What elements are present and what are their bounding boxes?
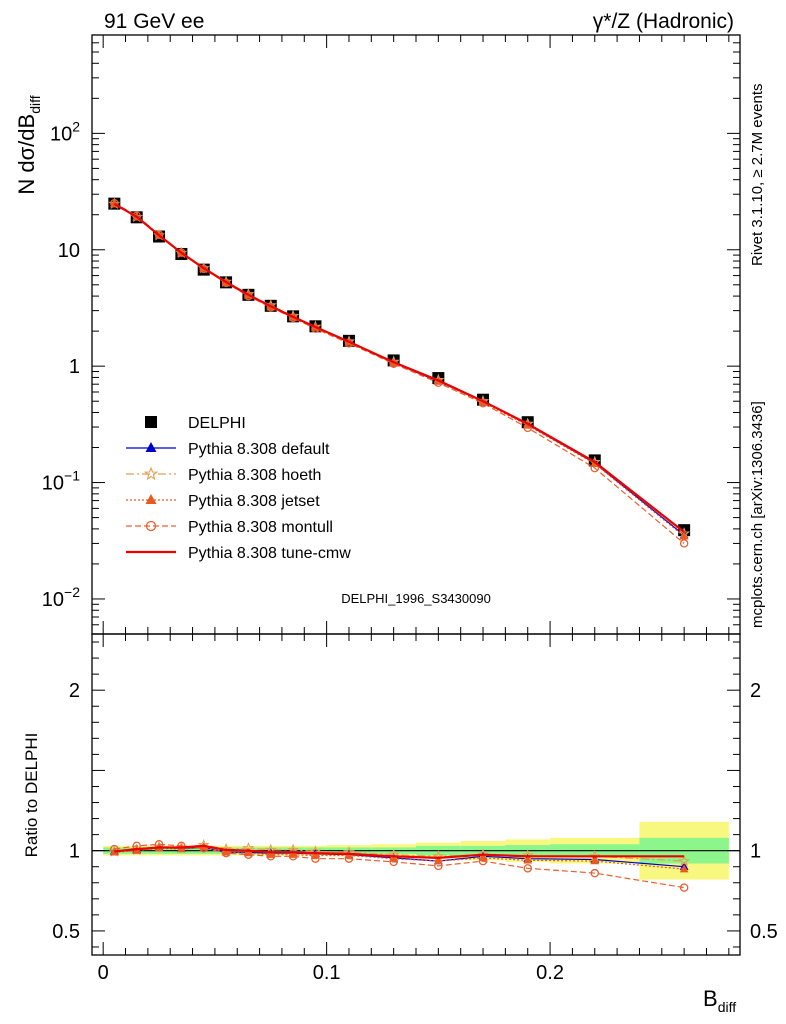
data-point [177, 248, 186, 257]
ratio-y-tick-label-right: 1 [750, 841, 761, 863]
ratio-data-point [523, 855, 533, 864]
legend-entry: Pythia 8.308 montull [126, 519, 333, 536]
data-point [221, 278, 231, 288]
ratio-y-tick-label-right: 0.5 [750, 921, 778, 943]
ratio-data-point [177, 841, 186, 851]
legend-label: Pythia 8.308 jetset [188, 493, 320, 510]
series-1 [109, 199, 689, 539]
ratio-data-point [590, 856, 600, 865]
data-point [679, 531, 689, 540]
ratio-y-tick-label-right: 2 [750, 680, 761, 702]
data-point [199, 264, 208, 274]
ratio-data-point [678, 854, 691, 867]
ratio-frame [91, 633, 741, 956]
data-point [154, 230, 164, 239]
legend-label: Pythia 8.308 default [188, 441, 330, 458]
y-tick-label: 10−2 [42, 584, 80, 611]
legend-entry: Pythia 8.308 default [126, 441, 330, 458]
data-point [679, 539, 689, 548]
y-tick-label: 102 [50, 118, 80, 145]
legend-marker [145, 442, 157, 452]
data-point [110, 198, 119, 208]
ratio-data-point [590, 868, 600, 878]
ratio-data-point [110, 844, 119, 854]
legend-marker [145, 520, 157, 532]
legend-label: Pythia 8.308 tune-cmw [188, 545, 351, 562]
legend-entry: Pythia 8.308 jetset [126, 493, 320, 510]
ratio-data-point [199, 844, 208, 853]
series-line [113, 203, 685, 534]
legend-label: DELPHI [188, 415, 246, 432]
ratio-data-point [478, 856, 488, 866]
main-panel: 10−2 10−1 1 10 102 N dσ/dBdiff [14, 34, 741, 635]
ratio-data-point [523, 864, 532, 873]
legend: DELPHI Pythia 8.308 default Pythia 8.308 h… [126, 415, 351, 562]
legend-marker [145, 494, 157, 504]
x-tick-label: 0 [98, 962, 109, 984]
data-point [590, 463, 600, 473]
series-line [113, 203, 685, 536]
ratio-data-point [288, 849, 298, 858]
ratio-series-line [114, 846, 685, 870]
ratio-data-point [679, 883, 689, 892]
ratio-data-point [389, 857, 398, 867]
header-right-label: γ*/Z (Hadronic) [593, 10, 734, 33]
ratio-y-tick-label: 2 [69, 680, 80, 702]
y-tick-label: 1 [69, 356, 80, 378]
ratio-data-point [344, 854, 354, 863]
series-2 [108, 197, 691, 539]
x-tick-label: 0.1 [313, 962, 341, 984]
ratio-data-point [311, 854, 320, 863]
ratio-data-point [221, 847, 231, 856]
y-tick-label: 10 [58, 240, 80, 262]
legend-entry: Pythia 8.308 tune-cmw [126, 545, 351, 562]
legend-label: Pythia 8.308 montull [188, 519, 333, 536]
ratio-y-tick-label: 1 [69, 841, 80, 863]
series-3 [109, 199, 689, 540]
series-0 [108, 197, 691, 537]
series-line [113, 202, 685, 533]
ratio-panel: 0.5 0.5 1 1 2 2 0 0.1 0.2 Ratio to DELPHI Bdiff [22, 633, 778, 1015]
x-tick-label: 0.2 [536, 962, 564, 984]
legend-marker [145, 416, 157, 428]
legend-entry: Pythia 8.308 hoeth [126, 466, 321, 484]
header-left-label: 91 GeV ee [104, 10, 204, 33]
ratio-y-axis-title: Ratio to DELPHI [22, 733, 41, 858]
ratio-series-line [114, 844, 685, 860]
ratio-series-4 [114, 844, 685, 860]
x-axis-title: Bdiff [703, 986, 736, 1015]
legend-label: Pythia 8.308 hoeth [188, 467, 321, 484]
analysis-label: DELPHI_1996_S3430090 [341, 591, 491, 606]
ratio-data-point [434, 861, 443, 871]
ratio-y-tick-label: 0.5 [52, 921, 80, 943]
legend-marker [143, 466, 159, 481]
series-5 [113, 202, 685, 533]
y-tick-label: 10−1 [42, 468, 80, 495]
main-y-axis-title: N dσ/dBdiff [14, 95, 43, 194]
legend-entry: DELPHI [145, 415, 246, 432]
series-line [113, 203, 685, 537]
ratio-series-line [114, 843, 685, 889]
side-label-top: Rivet 3.1.10, ≥ 2.7M events [749, 84, 766, 267]
side-label-bottom: mcplots.cern.ch [arXiv:1306.3436] [749, 401, 766, 628]
ratio-data-point [679, 864, 689, 873]
